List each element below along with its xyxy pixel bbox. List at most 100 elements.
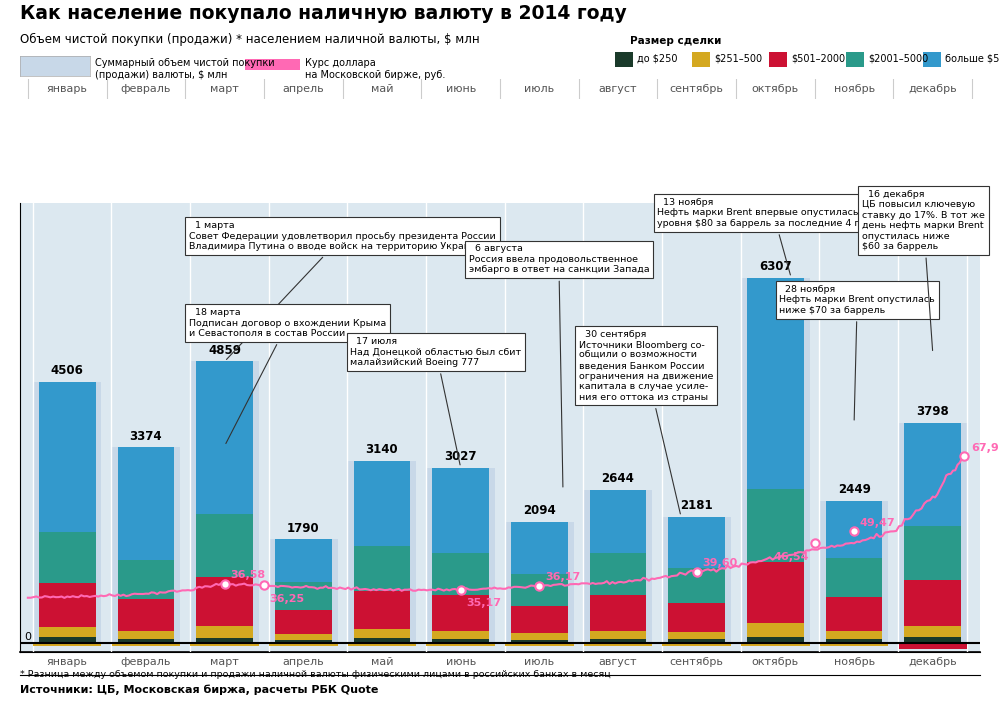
Bar [39,532,96,584]
Bar [190,643,259,646]
Text: 36,58: 36,58 [230,571,265,581]
Text: декабрь: декабрь [908,84,957,94]
Bar [511,521,568,573]
Text: ноябрь: ноябрь [834,84,875,94]
Text: 0: 0 [24,632,31,642]
Text: 2449: 2449 [838,484,871,497]
Text: 6 августа
Россия ввела продовольственное
эмбарго в ответ на санкции Запада: 6 августа Россия ввела продовольственное… [469,245,649,487]
Bar [118,639,174,643]
Bar [275,634,332,640]
Bar [432,553,489,595]
Bar [196,626,253,638]
Text: февраль: февраль [121,84,171,94]
Bar [196,361,253,514]
Text: 35,17: 35,17 [466,598,501,608]
Text: январь: январь [47,84,88,94]
Text: $251–500: $251–500 [714,54,762,64]
Text: 39,60: 39,60 [702,558,738,568]
Text: июнь: июнь [446,84,476,94]
Bar [426,643,495,646]
Bar [820,501,888,643]
Bar [662,643,731,646]
Text: $2001–5000: $2001–5000 [868,54,928,64]
Bar [590,553,646,595]
Bar [33,382,101,643]
Text: больше $5000: больше $5000 [945,54,1000,64]
Bar [39,382,96,532]
Text: 3140: 3140 [366,443,398,456]
Bar [747,636,804,643]
Text: до $250: до $250 [637,54,678,64]
Bar [269,643,338,646]
Bar [668,603,725,633]
Bar [354,546,410,591]
Bar [904,423,961,526]
Text: Курс доллара
на Московской бирже, руб.: Курс доллара на Московской бирже, руб. [305,58,445,80]
Bar [511,573,568,606]
Text: 2644: 2644 [602,472,634,485]
Bar [505,643,574,646]
Bar [275,582,332,610]
Text: 1790: 1790 [287,521,320,534]
Text: Суммарный объем чистой покупки
(продажи) валюты, $ млн: Суммарный объем чистой покупки (продажи)… [95,58,275,80]
Text: 4506: 4506 [51,364,84,377]
Bar [354,591,410,629]
Bar [899,423,967,643]
Bar [432,595,489,631]
Bar [590,631,646,639]
Text: июль: июль [524,84,554,94]
Bar [118,447,174,560]
Bar [904,580,961,626]
Bar [33,643,101,646]
Text: 3798: 3798 [916,405,949,418]
Bar [348,461,416,643]
Bar [354,639,410,643]
Text: 36,25: 36,25 [269,594,305,604]
Bar [668,633,725,639]
Bar [511,640,568,643]
Bar [741,277,810,643]
Text: * Разница между объемом покупки и продажи наличной валюты физическими лицами в р: * Разница между объемом покупки и продаж… [20,670,611,678]
Text: 16 декабря
ЦБ повысил ключевую
ставку до 17%. В тот же
день нефть марки Brent
оп: 16 декабря ЦБ повысил ключевую ставку до… [862,190,985,350]
Bar [741,643,810,646]
Text: август: август [599,84,637,94]
Bar [584,489,652,643]
Bar [826,501,882,557]
Bar [112,643,180,646]
Text: 13 ноября
Нефть марки Brent впервые опустилась ниже
уровня $80 за баррель за пос: 13 ноября Нефть марки Brent впервые опус… [657,198,889,275]
Bar [904,526,961,580]
Text: 3374: 3374 [130,430,162,443]
Bar [432,468,489,553]
Text: 36,17: 36,17 [545,572,580,582]
Text: 49,47: 49,47 [860,518,895,528]
Bar [747,489,804,563]
Bar [269,539,338,643]
Bar [426,468,495,643]
Bar [39,627,96,637]
Bar [747,277,804,489]
Bar [275,539,332,582]
Bar [39,584,96,627]
Text: Размер сделки: Размер сделки [630,36,721,46]
Bar [826,639,882,643]
Text: Объем чистой покупки (продажи) * населением наличной валюты, $ млн: Объем чистой покупки (продажи) * населен… [20,33,480,46]
Text: 17 июля
Над Донецкой областью был сбит
малайзийский Boeing 777: 17 июля Над Донецкой областью был сбит м… [350,337,522,465]
Text: 30 сентября
Источники Bloomberg со-
общили о возможности
введения Банком России
: 30 сентября Источники Bloomberg со- общи… [579,330,713,514]
Text: 18 марта
Подписан договор о вхождении Крыма
и Севастополя в состав России: 18 марта Подписан договор о вхождении Кр… [189,308,386,444]
Bar [432,639,489,643]
Bar [668,568,725,603]
Bar [196,577,253,626]
Text: Как население покупало наличную валюту в 2014 году: Как население покупало наличную валюту в… [20,4,627,22]
Bar [820,643,888,646]
Bar [118,560,174,599]
Text: 4859: 4859 [208,344,241,357]
Bar [196,638,253,643]
Bar [112,447,180,643]
Text: 3027: 3027 [444,450,477,463]
Bar [826,631,882,639]
Bar [826,597,882,631]
Text: сентябрь: сентябрь [670,84,724,94]
Bar [590,639,646,643]
Text: 46,54: 46,54 [773,552,809,562]
Bar [511,634,568,640]
